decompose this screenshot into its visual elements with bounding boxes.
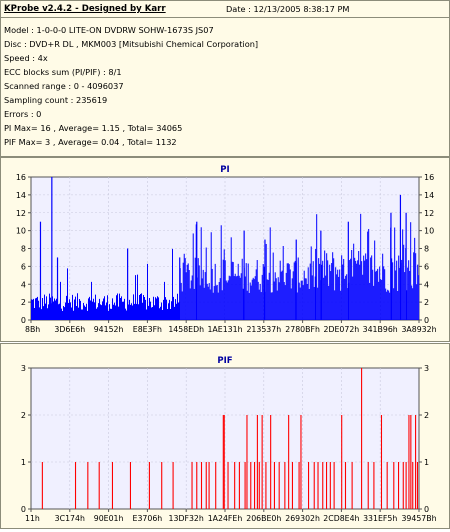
y-tick-label-left: 14 <box>16 191 26 200</box>
y-tick-label-right: 14 <box>424 191 434 200</box>
y-tick-label-right: 6 <box>424 262 429 271</box>
x-tick-label: 3A8932h <box>401 325 436 334</box>
y-tick-label-right: 0 <box>424 505 429 514</box>
pi-summary-line: PI Max= 16 , Average= 1.15 , Total= 3406… <box>4 123 183 133</box>
app-title: KProbe v2.4.2 - Designed by Karr <box>4 4 166 14</box>
disc-line: Disc : DVD+R DL , MKM003 [Mitsubishi Che… <box>4 39 259 49</box>
y-tick-label-right: 0 <box>424 316 429 325</box>
x-tick-label: 331EF5h <box>363 514 397 523</box>
y-tick-label-left: 4 <box>21 280 26 289</box>
series-bars <box>41 368 419 509</box>
header-divider <box>1 17 449 18</box>
y-tick-label-right: 12 <box>424 209 434 218</box>
x-tick-label: E8E3Fh <box>133 325 162 334</box>
x-tick-label: 39457Bh <box>401 514 436 523</box>
y-tick-label-left: 2 <box>21 411 26 420</box>
errors-line: Errors : 0 <box>4 109 42 119</box>
pif-summary-line: PIF Max= 3 , Average= 0.04 , Total= 1132 <box>4 137 177 147</box>
y-tick-label-right: 10 <box>424 227 434 236</box>
x-tick-label: 341B96h <box>363 325 398 334</box>
y-tick-label-left: 10 <box>16 227 26 236</box>
x-tick-label: 11h <box>25 514 40 523</box>
y-tick-label-right: 2 <box>424 411 429 420</box>
x-tick-label: E3706h <box>133 514 163 523</box>
speed-line: Speed : 4x <box>4 53 48 63</box>
pif-chart-panel: PIF 0 0 1 1 2 2 3 3 11h 3C174h 90E01h E3706h 13DF32h 1… <box>0 343 450 529</box>
x-tick-label: 1AE131h <box>207 325 242 334</box>
pif-chart: PIF 0 0 1 1 2 2 3 3 11h 3C174h 90E01h E3706h 13DF32h 1… <box>21 356 437 523</box>
x-tick-label: 90E01h <box>94 514 124 523</box>
y-tick-label-left: 12 <box>16 209 26 218</box>
x-tick-label: 13DF32h <box>169 514 204 523</box>
x-tick-label: 2DE072h <box>324 325 360 334</box>
y-tick-label-left: 1 <box>21 458 26 467</box>
info-panel: KProbe v2.4.2 - Designed by Karr Date : … <box>0 0 450 157</box>
x-tick-label: 206BE0h <box>246 514 281 523</box>
ecc-line: ECC blocks sum (PI/PIF) : 8/1 <box>4 67 122 77</box>
x-tick-label: 94152h <box>94 325 124 334</box>
y-tick-label-left: 2 <box>21 298 26 307</box>
series-bars <box>31 177 420 320</box>
y-tick-label-right: 1 <box>424 458 429 467</box>
chart-title: PI <box>220 165 229 175</box>
x-tick-label: 269302h <box>285 514 320 523</box>
y-tick-label-right: 8 <box>424 245 429 254</box>
y-tick-label-right: 16 <box>424 173 434 182</box>
x-tick-label: 2CD8E4h <box>323 514 359 523</box>
y-tick-label-left: 3 <box>21 364 26 373</box>
x-tick-label: 1A24FEh <box>208 514 243 523</box>
y-tick-label-right: 2 <box>424 298 429 307</box>
y-tick-label-left: 0 <box>21 316 26 325</box>
x-tick-label: 1458EDh <box>168 325 204 334</box>
y-tick-label-left: 0 <box>21 505 26 514</box>
scan-date: Date : 12/13/2005 8:38:17 PM <box>226 4 350 14</box>
x-tick-label: 3C174h <box>55 514 85 523</box>
y-tick-label-right: 3 <box>424 364 429 373</box>
pi-chart: PI 0 0 2 2 4 4 6 6 8 8 10 10 12 12 14 14 16 16 8Bh 3D6E6h 941… <box>16 165 437 334</box>
y-tick-label-left: 8 <box>21 245 26 254</box>
y-tick-label-right: 4 <box>424 280 429 289</box>
range-line: Scanned range : 0 - 4096037 <box>4 81 124 91</box>
x-tick-label: 3D6E6h <box>54 325 85 334</box>
x-tick-label: 2780BFh <box>285 325 320 334</box>
model-line: Model : 1-0-0-0 LITE-ON DVDRW SOHW-1673S… <box>4 25 214 35</box>
chart-title: PIF <box>217 356 232 366</box>
y-tick-label-left: 16 <box>16 173 26 182</box>
x-tick-label: 213537h <box>246 325 281 334</box>
pi-chart-panel: PI 0 0 2 2 4 4 6 6 8 8 10 10 12 12 14 14 16 16 8Bh 3D6E6h 941… <box>0 157 450 342</box>
sampling-line: Sampling count : 235619 <box>4 95 108 105</box>
y-tick-label-left: 6 <box>21 262 26 271</box>
x-tick-label: 8Bh <box>25 325 40 334</box>
